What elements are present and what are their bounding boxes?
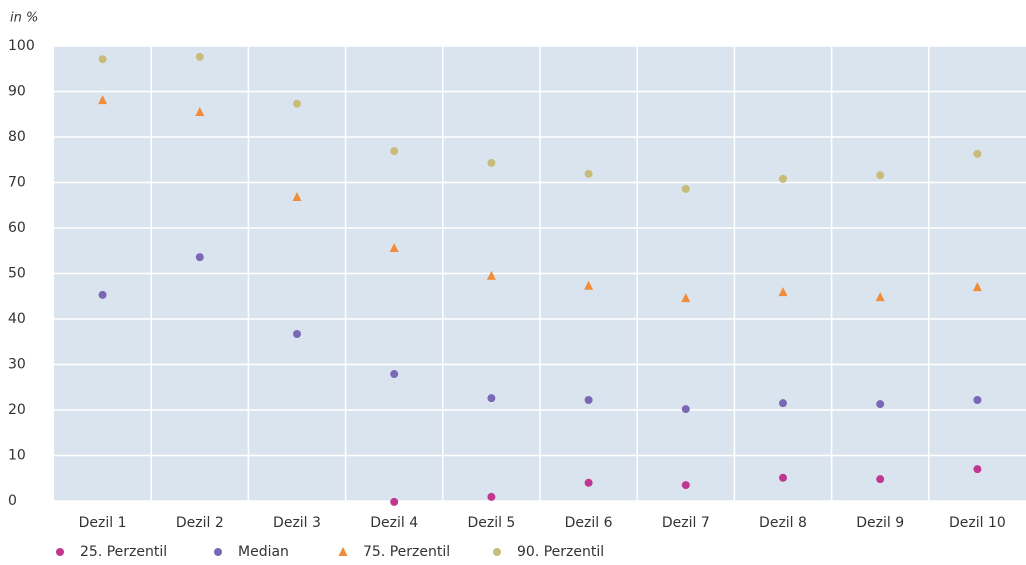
x-tick-label: Dezil 3	[273, 515, 321, 531]
data-point	[584, 280, 594, 290]
x-tick-label: Dezil 5	[467, 515, 515, 531]
data-point	[875, 292, 885, 302]
data-point	[389, 243, 399, 253]
legend-label: 25. Perzentil	[80, 544, 167, 560]
data-point	[779, 399, 787, 408]
data-point	[98, 55, 107, 64]
x-tick-label: Dezil 9	[856, 515, 904, 531]
x-tick-label: Dezil 10	[949, 515, 1006, 531]
data-point	[681, 481, 690, 490]
data-point	[390, 147, 399, 156]
y-tick-label: 30	[8, 357, 26, 373]
data-point	[487, 492, 496, 501]
data-point	[973, 465, 982, 474]
data-point	[487, 394, 496, 403]
y-axis-label: in %	[10, 11, 38, 26]
data-point	[293, 99, 301, 108]
data-point	[584, 169, 593, 178]
y-tick-label: 50	[8, 266, 26, 282]
legend-marker	[214, 548, 222, 556]
data-point	[98, 95, 108, 105]
legend-label: Median	[238, 544, 289, 560]
data-point	[584, 395, 593, 404]
data-point	[98, 290, 107, 299]
y-tick-label: 80	[8, 129, 26, 145]
legend-marker	[56, 548, 64, 556]
y-tick-label: 60	[8, 220, 26, 236]
data-point	[292, 192, 302, 202]
y-tick-label: 100	[8, 38, 35, 54]
data-point	[390, 370, 399, 379]
legend-label: 90. Perzentil	[517, 544, 604, 560]
x-tick-label: Dezil 2	[176, 515, 224, 531]
data-point	[876, 475, 885, 484]
data-point	[779, 473, 787, 482]
data-point	[876, 400, 885, 409]
legend-marker	[338, 547, 348, 556]
y-tick-label: 20	[8, 402, 26, 418]
data-point	[779, 174, 787, 183]
data-point	[876, 171, 885, 180]
data-point	[681, 293, 691, 303]
y-tick-label: 70	[8, 175, 26, 191]
y-tick-label: 10	[8, 448, 26, 464]
x-tick-label: Dezil 1	[79, 515, 127, 531]
data-point	[487, 158, 496, 167]
y-tick-label: 40	[8, 311, 26, 327]
data-point	[390, 497, 399, 506]
data-point	[195, 253, 204, 262]
legend-label: 75. Perzentil	[363, 544, 450, 560]
y-tick-label: 0	[8, 493, 17, 509]
x-tick-label: Dezil 6	[565, 515, 613, 531]
data-point	[681, 405, 690, 414]
legend-marker	[493, 548, 501, 556]
data-point	[486, 270, 496, 280]
x-tick-label: Dezil 8	[759, 515, 807, 531]
data-point	[973, 395, 982, 404]
data-point	[973, 149, 982, 158]
data-point	[293, 330, 301, 339]
data-point	[195, 106, 205, 116]
data-point	[584, 478, 593, 487]
data-point	[681, 184, 690, 193]
x-tick-label: Dezil 7	[662, 515, 710, 531]
data-point	[778, 287, 788, 297]
y-tick-label: 90	[8, 84, 26, 100]
data-point	[195, 52, 204, 61]
x-tick-label: Dezil 4	[370, 515, 418, 531]
data-point	[972, 282, 982, 292]
